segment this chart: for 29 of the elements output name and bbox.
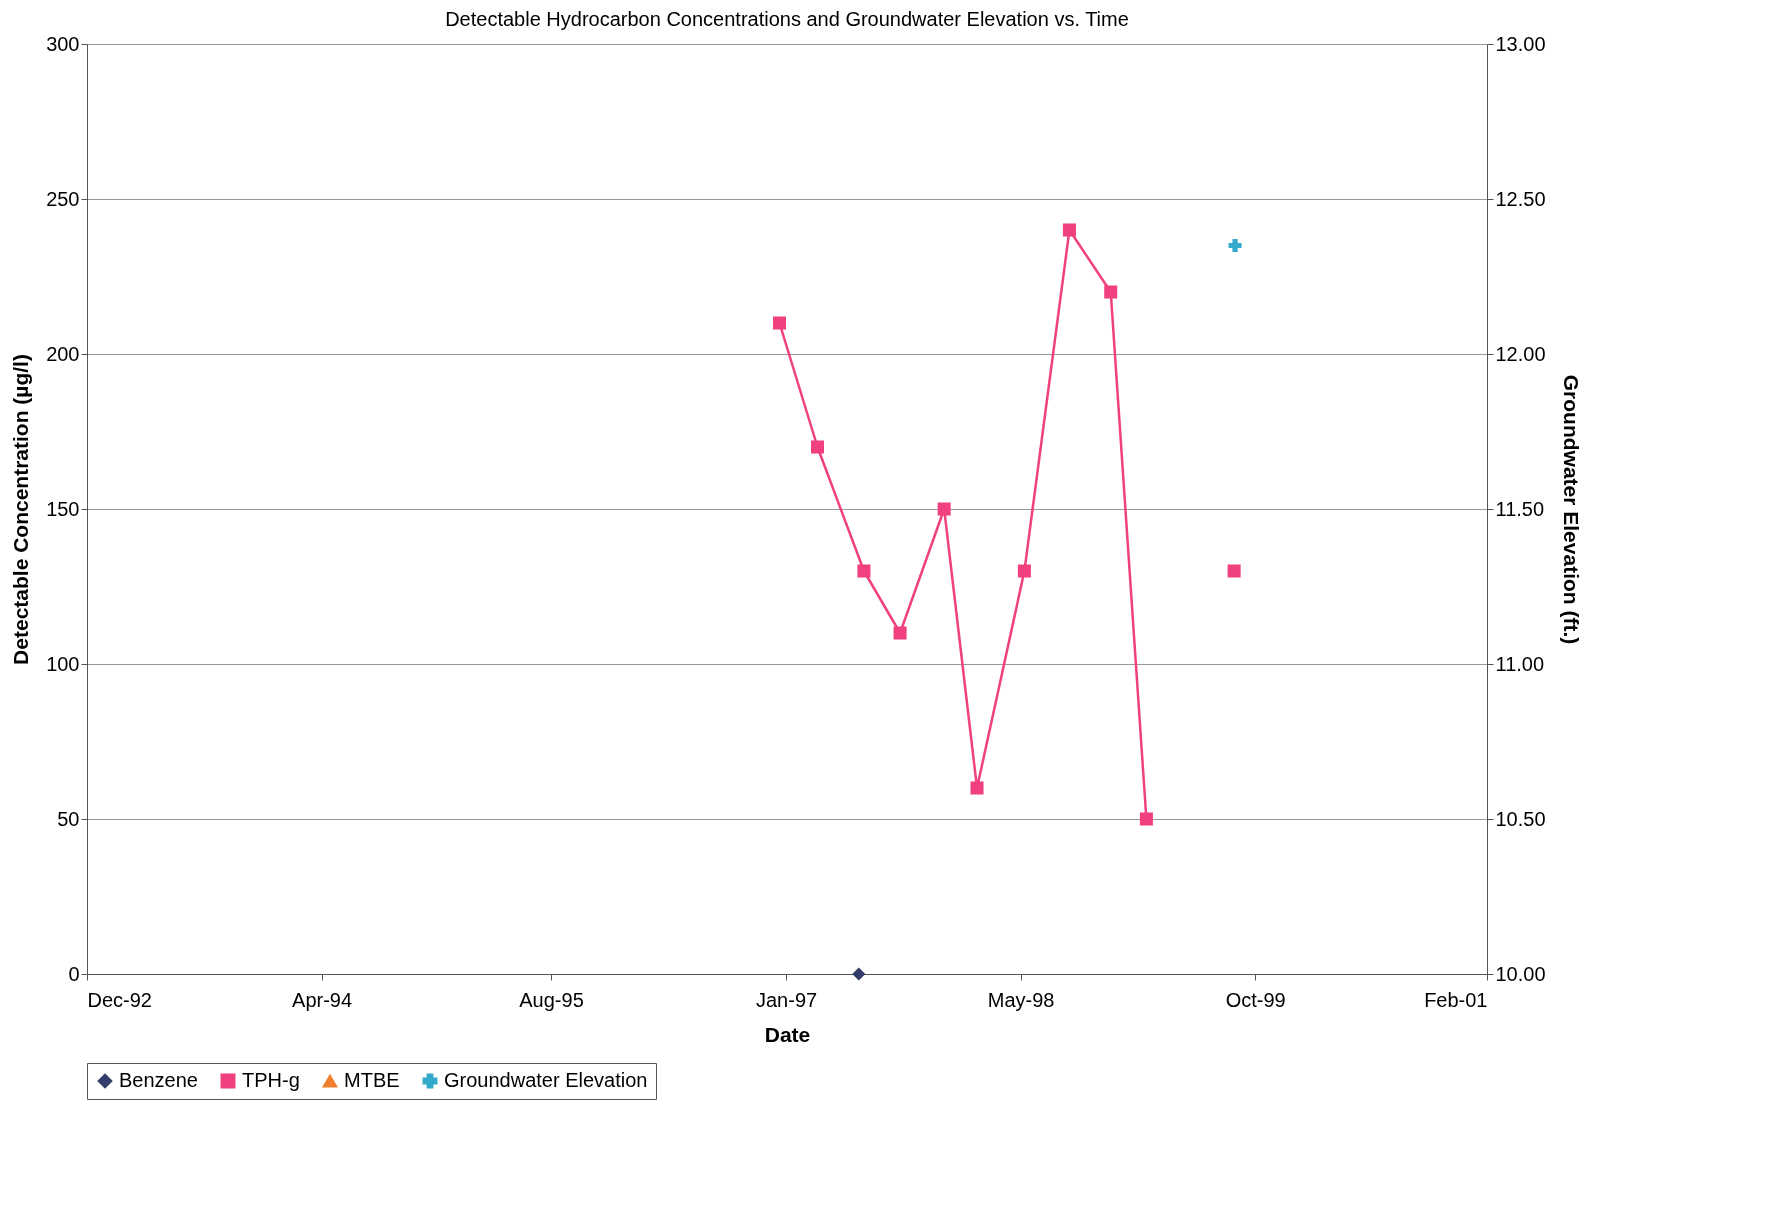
chart-title: Detectable Hydrocarbon Concentrations and Groundwater Elevation vs. Time bbox=[445, 8, 1129, 30]
x-tick-label: Feb-01 bbox=[1424, 988, 1488, 1011]
x-tick-label: Jan-97 bbox=[755, 988, 818, 1011]
y2-tick-label: 10.50 bbox=[1495, 807, 1546, 830]
x-tick-label: May-98 bbox=[987, 988, 1055, 1011]
y2-tick-label: 13.00 bbox=[1495, 32, 1546, 55]
y2-tick-label: 10.00 bbox=[1495, 962, 1546, 985]
y-tick-label: 50 bbox=[57, 807, 80, 830]
legend-label: Groundwater Elevation bbox=[444, 1069, 648, 1091]
y2-tick-label: 12.00 bbox=[1495, 342, 1546, 365]
y2-tick-label: 12.50 bbox=[1495, 187, 1546, 210]
legend-label: TPH-g bbox=[242, 1069, 300, 1091]
y-tick-label: 100 bbox=[46, 652, 80, 675]
legend-label: Benzene bbox=[119, 1069, 198, 1091]
y2-axis-title: Groundwater Elevation (ft.) bbox=[1559, 374, 1583, 645]
y2-tick-label: 11.00 bbox=[1495, 652, 1545, 675]
y-tick-label: 250 bbox=[46, 187, 80, 210]
legend-label: MTBE bbox=[344, 1069, 400, 1091]
x-tick-label: Oct-99 bbox=[1225, 988, 1286, 1011]
y-tick-label: 150 bbox=[46, 497, 80, 520]
y-tick-label: 200 bbox=[46, 342, 80, 365]
x-tick-label: Aug-95 bbox=[519, 988, 584, 1011]
x-tick-label: Dec-92 bbox=[87, 988, 152, 1011]
y2-tick-label: 11.50 bbox=[1495, 497, 1545, 520]
y-axis-title: Detectable Concentration (µg/l) bbox=[9, 354, 33, 665]
x-tick-label: Apr-94 bbox=[292, 988, 353, 1011]
x-axis-title: Date bbox=[764, 1022, 811, 1046]
y-tick-label: 0 bbox=[68, 962, 80, 985]
y-tick-label: 300 bbox=[46, 32, 80, 55]
